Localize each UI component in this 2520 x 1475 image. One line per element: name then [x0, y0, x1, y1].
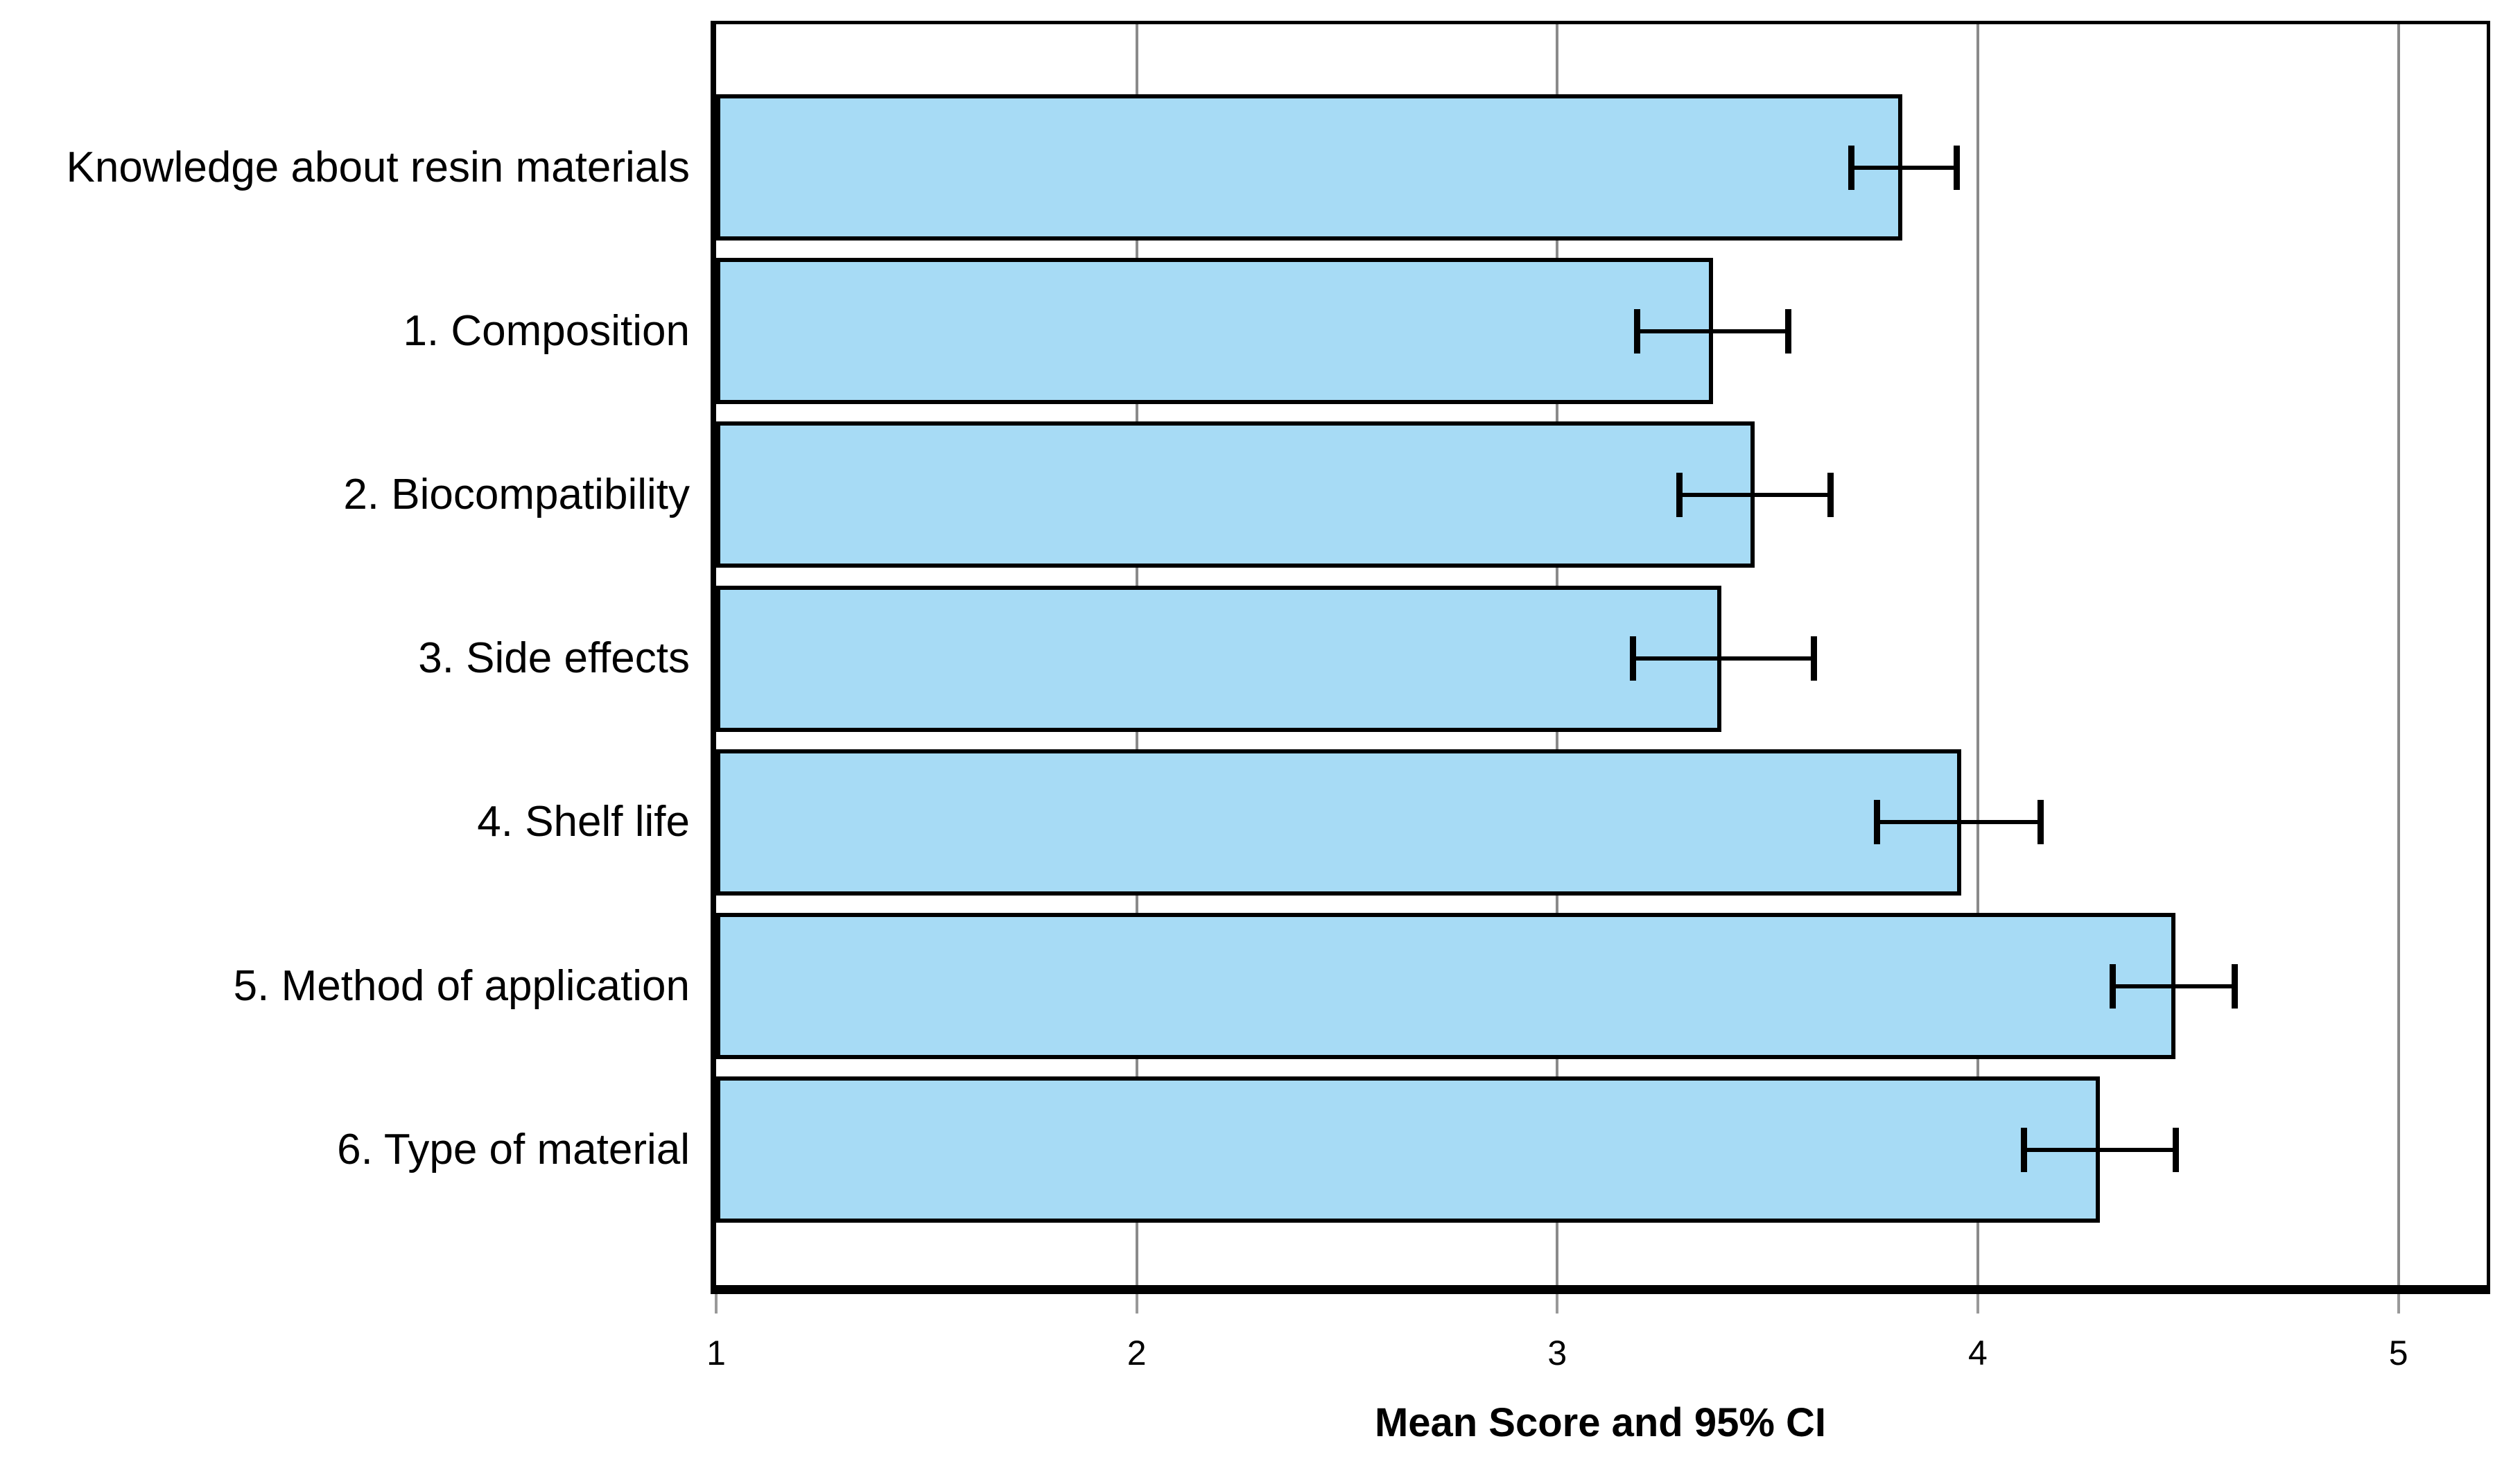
bar: [716, 94, 1902, 241]
error-bar-cap: [1676, 472, 1683, 517]
category-label: 1. Composition: [403, 306, 690, 355]
x-tick-label: 4: [1968, 1334, 1988, 1372]
category-label: 6. Type of material: [337, 1125, 690, 1173]
error-bar: [1877, 820, 2041, 825]
x-tick: [715, 1294, 718, 1313]
error-bar-cap: [1827, 472, 1834, 517]
error-bar-cap: [1873, 800, 1880, 845]
error-bar-cap: [1848, 145, 1855, 190]
x-tick: [1976, 1294, 1979, 1313]
x-tick-label: 3: [1547, 1334, 1567, 1372]
error-bar-cap: [2109, 963, 2116, 1009]
x-tick: [1556, 1294, 1559, 1313]
plot-area: [711, 21, 2490, 1294]
error-bar-cap: [1954, 145, 1961, 190]
bar: [716, 421, 1755, 568]
bar: [716, 585, 1721, 732]
category-label: Knowledge about resin materials: [66, 143, 690, 191]
x-tick-label: 2: [1127, 1334, 1147, 1372]
category-label: 5. Method of application: [233, 961, 690, 1010]
error-bar: [1637, 329, 1789, 333]
bar: [716, 913, 2176, 1059]
error-bar-cap: [2021, 1127, 2028, 1172]
error-bar: [2112, 984, 2234, 988]
bar: [716, 749, 1961, 896]
x-tick-label: 1: [706, 1334, 726, 1372]
x-tick: [2397, 1294, 2400, 1313]
category-label: 2. Biocompatibility: [343, 470, 690, 518]
error-bar: [2024, 1147, 2176, 1152]
bar: [716, 258, 1713, 405]
bar: [716, 1076, 2100, 1223]
error-bar: [1851, 165, 1957, 170]
error-bar-cap: [1629, 636, 1636, 681]
error-bar-cap: [2231, 963, 2238, 1009]
error-bar-cap: [1634, 308, 1641, 354]
x-tick: [1135, 1294, 1138, 1313]
error-bar-cap: [2172, 1127, 2179, 1172]
error-bar: [1679, 492, 1831, 497]
error-bar: [1633, 656, 1814, 661]
error-bar-cap: [2037, 800, 2044, 845]
category-label: 3. Side effects: [418, 634, 690, 683]
error-bar-cap: [1785, 308, 1792, 354]
gridline: [1976, 24, 1979, 1285]
x-tick-label: 5: [2388, 1334, 2408, 1372]
category-label: 4. Shelf life: [477, 798, 690, 846]
error-bar-cap: [1810, 636, 1817, 681]
gridline: [2397, 24, 2400, 1285]
x-axis-title: Mean Score and 95% CI: [1374, 1400, 1827, 1445]
